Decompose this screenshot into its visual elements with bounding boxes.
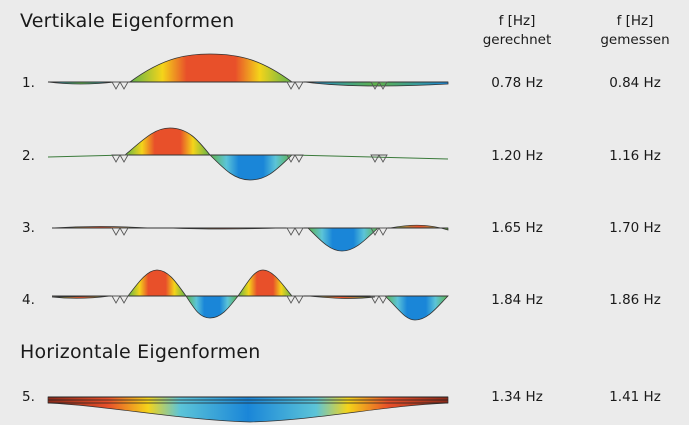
mode-4-number: 4. <box>22 292 35 308</box>
mode-3-computed: 1.65 Hz <box>491 220 543 236</box>
computed-column-header: f [Hz] gerechnet <box>462 12 572 50</box>
mode-1-computed: 0.78 Hz <box>491 75 543 91</box>
computed-unit-label: f [Hz] <box>498 13 536 29</box>
vertical-modes-heading: Vertikale Eigenformen <box>20 10 235 32</box>
measured-label: gemessen <box>600 32 670 48</box>
mode-5-number: 5. <box>22 389 35 405</box>
mode-5-measured: 1.41 Hz <box>609 389 661 405</box>
mode-1-number: 1. <box>22 75 35 91</box>
mode-3-measured: 1.70 Hz <box>609 220 661 236</box>
mode-4-computed: 1.84 Hz <box>491 292 543 308</box>
mode-2-shape <box>47 127 449 181</box>
mode-3-number: 3. <box>22 220 35 236</box>
horizontal-modes-heading: Horizontale Eigenformen <box>20 341 261 363</box>
measured-column-header: f [Hz] gemessen <box>580 12 689 50</box>
mode-2-computed: 1.20 Hz <box>491 148 543 164</box>
mode-1-shape <box>47 53 449 90</box>
mode-5-shape <box>47 396 449 423</box>
computed-label: gerechnet <box>482 32 552 48</box>
mode-3-shape <box>51 224 449 252</box>
mode-5-computed: 1.34 Hz <box>491 389 543 405</box>
measured-unit-label: f [Hz] <box>616 13 654 29</box>
mode-4-shape <box>51 269 449 321</box>
mode-4-measured: 1.86 Hz <box>609 292 661 308</box>
mode-2-measured: 1.16 Hz <box>609 148 661 164</box>
mode-1-measured: 0.84 Hz <box>609 75 661 91</box>
mode-2-number: 2. <box>22 148 35 164</box>
